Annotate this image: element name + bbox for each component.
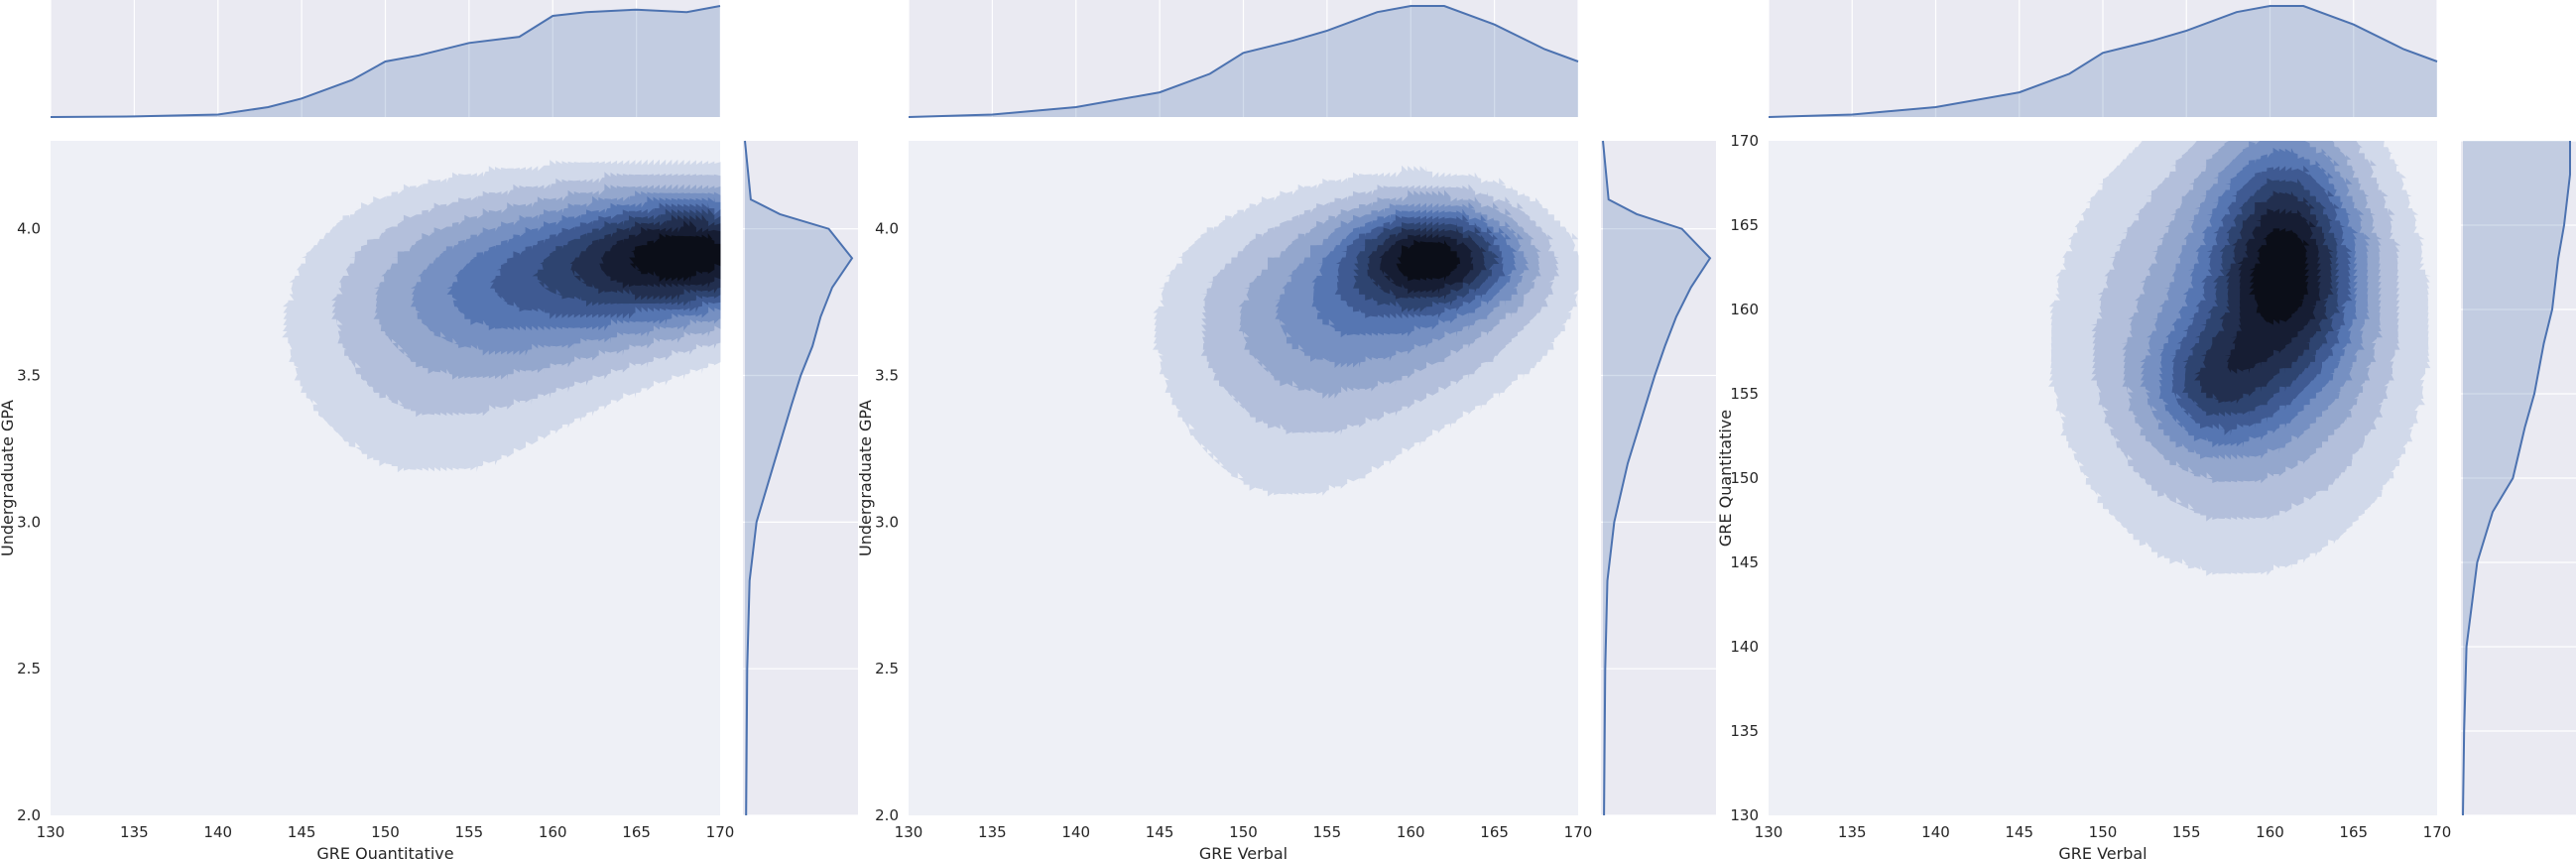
x-tick-label: 130 <box>895 823 923 841</box>
y-tick-label: 3.0 <box>17 513 41 531</box>
x-tick-label: 165 <box>2339 823 2368 841</box>
y-tick-label: 2.0 <box>875 806 899 824</box>
marginal-y-kde <box>1601 140 1716 816</box>
kde-level-10 <box>1396 239 1461 282</box>
x-tick-label: 145 <box>2005 823 2033 841</box>
x-tick-label: 140 <box>1061 823 1090 841</box>
y-tick-label: 130 <box>1730 806 1759 824</box>
y-tick-label: 2.5 <box>875 660 899 677</box>
x-tick-label: 135 <box>1838 823 1867 841</box>
marginal-y-fill <box>2463 141 2570 815</box>
marginal-x-kde <box>50 0 721 118</box>
kde-contours <box>2048 141 2431 576</box>
y-tick-label: 160 <box>1730 301 1759 318</box>
y-tick-label: 135 <box>1730 722 1759 740</box>
x-axis-label: GRE Verbal <box>1199 844 1288 859</box>
marginal-x-fill <box>1769 6 2437 117</box>
x-tick-label: 135 <box>978 823 1007 841</box>
y-axis-label: GRE Quantitative <box>1716 410 1735 547</box>
y-tick-label: 3.5 <box>17 367 41 385</box>
x-tick-label: 160 <box>2256 823 2284 841</box>
x-tick-label: 155 <box>455 823 484 841</box>
marginal-y-fill <box>1603 141 1710 815</box>
y-tick-label: 2.5 <box>17 660 41 677</box>
marginal-y-kde <box>743 140 858 816</box>
x-tick-label: 150 <box>371 823 400 841</box>
marginal-y-background <box>1601 141 1716 815</box>
y-axis-label: Undergraduate GPA <box>856 400 875 556</box>
marginal-x-line <box>50 5 721 118</box>
x-tick-label: 160 <box>1397 823 1425 841</box>
x-axis-label: GRE Verbal <box>2058 844 2147 859</box>
x-axis-label: GRE Quantitative <box>316 844 453 859</box>
y-tick-label: 4.0 <box>17 220 41 238</box>
joint-plot-2: 130 135 140 145 150 155 160 165 170 2.0 2.5 3.0 3.5 4… <box>856 0 1716 859</box>
x-tick-label: 160 <box>539 823 567 841</box>
x-tick-label: 155 <box>1313 823 1342 841</box>
x-tick-label: 145 <box>288 823 316 841</box>
x-tick-label: 170 <box>1564 823 1593 841</box>
joint-plot-1: 130 135 140 145 150 155 160 165 170 2.0 2.5 3.0 3.5 4… <box>0 0 858 859</box>
kde-level-10 <box>2249 228 2310 325</box>
marginal-x-fill <box>909 6 1578 117</box>
x-tick-label: 145 <box>1146 823 1174 841</box>
x-tick-label: 170 <box>706 823 735 841</box>
y-tick-label: 165 <box>1730 216 1759 234</box>
y-tick-label: 140 <box>1730 638 1759 656</box>
y-tick-label: 2.0 <box>17 806 41 824</box>
y-axis-label: Undergraduate GPA <box>0 400 17 556</box>
x-tick-label: 150 <box>2089 823 2118 841</box>
y-tick-label: 170 <box>1730 132 1759 150</box>
x-tick-label: 140 <box>203 823 232 841</box>
x-tick-label: 130 <box>1755 823 1783 841</box>
x-tick-label: 155 <box>2172 823 2201 841</box>
x-tick-label: 130 <box>37 823 65 841</box>
marginal-y-background <box>743 141 858 815</box>
y-tick-label: 145 <box>1730 553 1759 571</box>
marginal-y-kde <box>2461 140 2576 816</box>
x-tick-label: 170 <box>2423 823 2452 841</box>
marginal-y-line <box>744 140 854 816</box>
x-tick-label: 165 <box>622 823 651 841</box>
marginal-x-line <box>1768 5 2438 118</box>
kde-contours <box>282 159 721 473</box>
y-tick-label: 4.0 <box>875 220 899 238</box>
marginal-y-line <box>1602 140 1712 816</box>
kde-level-10 <box>629 233 721 283</box>
y-tick-label: 3.0 <box>875 513 899 531</box>
x-tick-label: 150 <box>1229 823 1258 841</box>
x-tick-label: 140 <box>1921 823 1950 841</box>
marginal-x-line <box>908 5 1579 118</box>
y-tick-label: 3.5 <box>875 367 899 385</box>
x-tick-label: 165 <box>1480 823 1509 841</box>
y-tick-label: 155 <box>1730 385 1759 403</box>
kde-contours <box>1153 165 1579 497</box>
x-tick-label: 135 <box>120 823 149 841</box>
y-tick-label: 150 <box>1730 469 1759 487</box>
joint-plot-3: 130 135 140 145 150 155 160 165 170 130 135 140 145 1… <box>1716 0 2576 859</box>
marginal-x-kde <box>908 0 1579 118</box>
marginal-x-kde <box>1768 0 2438 118</box>
marginal-y-line <box>2462 141 2571 816</box>
marginal-y-fill <box>745 141 852 815</box>
